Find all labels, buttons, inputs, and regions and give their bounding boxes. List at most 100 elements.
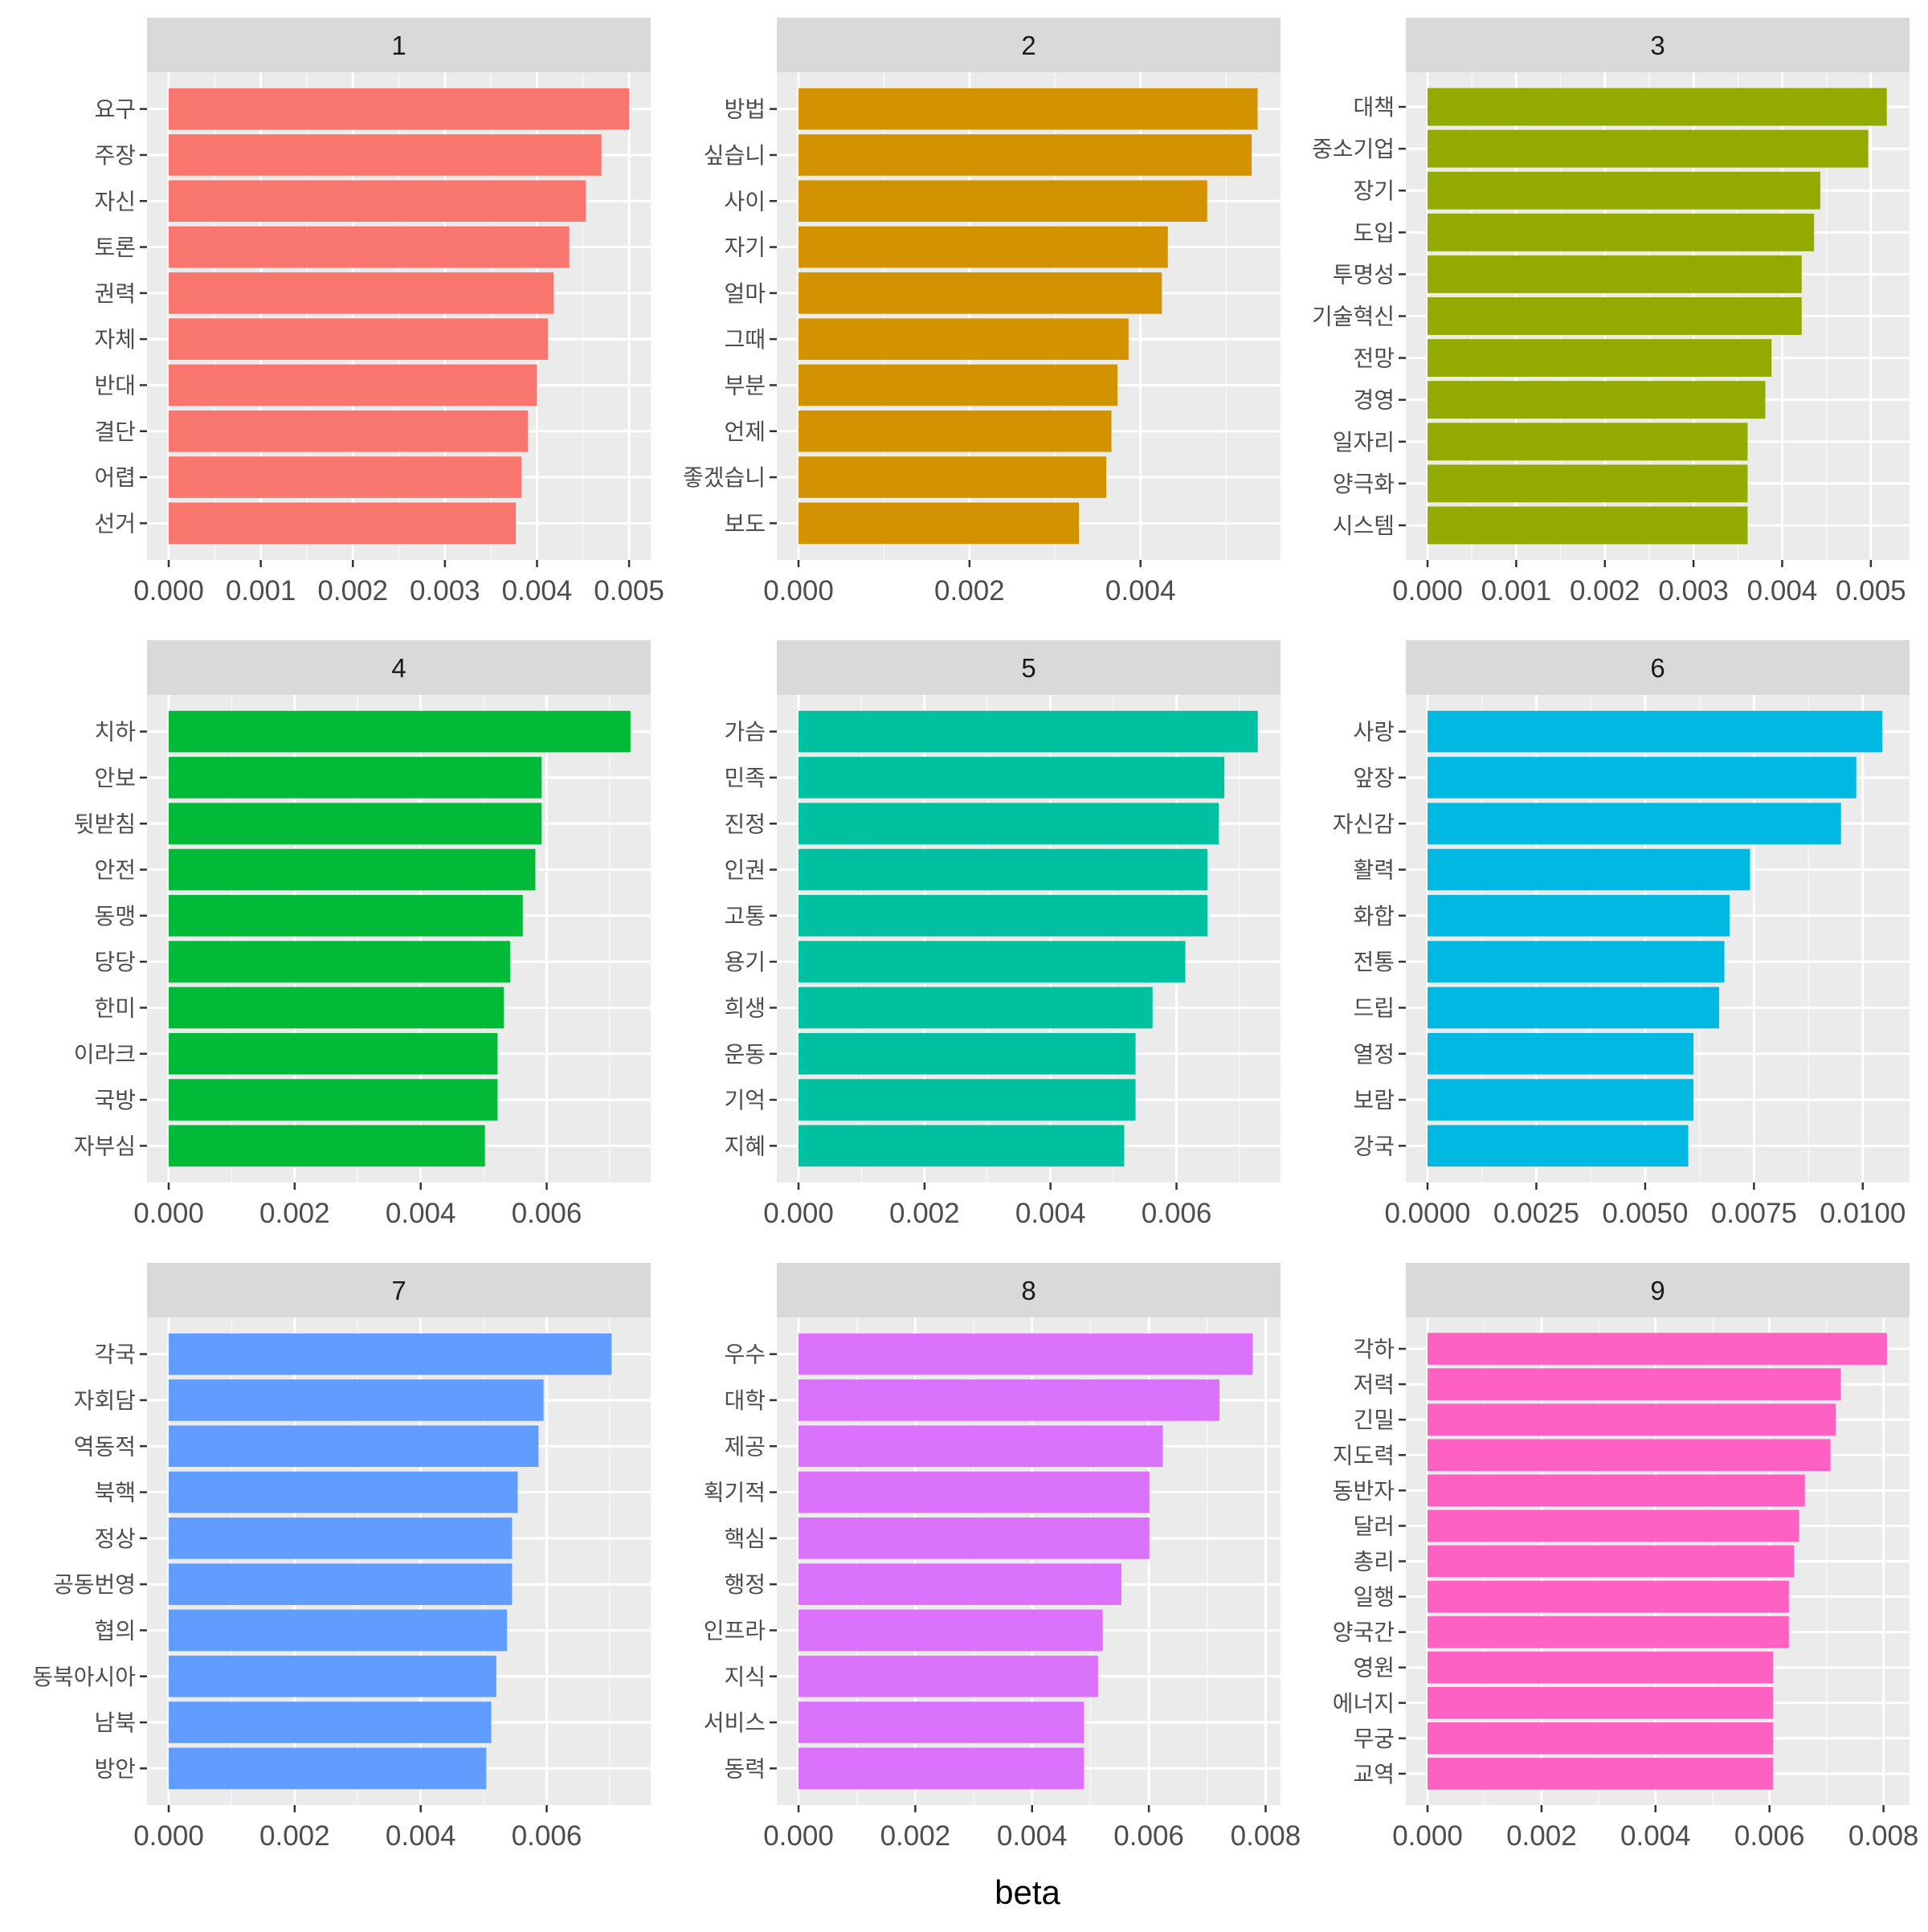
- bar-획기적: [799, 1471, 1150, 1513]
- category-label: 열정: [1353, 1042, 1395, 1067]
- category-label: 시스템: [1333, 513, 1395, 538]
- category-label: 획기적: [704, 1481, 766, 1505]
- category-label: 일자리: [1333, 430, 1395, 455]
- bar-사이: [799, 180, 1207, 223]
- category-label: 싶습니: [704, 143, 766, 168]
- bar-자회담: [169, 1379, 544, 1421]
- x-tick-label: 0.006: [512, 1198, 582, 1229]
- bar-당당: [169, 941, 511, 982]
- x-tick-label: 0.004: [386, 1198, 456, 1229]
- bar-투명성: [1428, 255, 1802, 293]
- bar-싶습니: [799, 134, 1252, 176]
- bar-보람: [1428, 1079, 1694, 1121]
- category-label: 국방: [94, 1088, 136, 1113]
- x-tick-label: 0.0075: [1711, 1198, 1797, 1229]
- category-label: 양국간: [1333, 1620, 1395, 1645]
- category-label: 저력: [1353, 1372, 1395, 1397]
- bar-총리: [1428, 1545, 1795, 1578]
- panel-strip-label: 6: [1650, 653, 1665, 683]
- category-label: 핵심: [724, 1526, 766, 1551]
- x-tick-label: 0.004: [1620, 1820, 1691, 1852]
- bar-동력: [799, 1747, 1084, 1790]
- bar-경영: [1428, 381, 1766, 419]
- bar-사랑: [1428, 710, 1883, 753]
- bar-언제: [799, 410, 1112, 452]
- bar-시스템: [1428, 506, 1748, 545]
- bar-우수: [799, 1333, 1253, 1375]
- x-tick-label: 0.000: [1392, 575, 1463, 607]
- bar-요구: [169, 88, 630, 130]
- category-label: 뒷받침: [74, 811, 136, 836]
- x-tick-label: 0.000: [763, 1820, 834, 1852]
- bar-희생: [799, 986, 1153, 1029]
- x-tick-label: 0.006: [512, 1820, 582, 1852]
- bar-자기: [799, 226, 1168, 268]
- panel-strip: [777, 640, 1281, 695]
- bar-동반자: [1428, 1474, 1805, 1507]
- x-tick-label: 0.002: [259, 1820, 330, 1852]
- x-tick-label: 0.0025: [1493, 1198, 1579, 1229]
- category-label: 역동적: [74, 1434, 136, 1459]
- bar-행정: [799, 1563, 1121, 1605]
- category-label: 화합: [1353, 904, 1395, 929]
- category-label: 좋겠습니: [683, 465, 766, 490]
- panel-strip: [777, 18, 1281, 72]
- category-label: 대학: [724, 1388, 766, 1413]
- bar-기술혁신: [1428, 297, 1802, 335]
- panel-strip-label: 1: [391, 31, 406, 60]
- panel-strip-label: 5: [1021, 653, 1035, 683]
- bar-앞장: [1428, 757, 1857, 799]
- x-tick-label: 0.002: [934, 575, 1005, 607]
- category-label: 인권: [724, 858, 766, 883]
- x-tick-label: 0.0100: [1820, 1198, 1906, 1229]
- category-label: 결단: [94, 419, 136, 444]
- category-label: 보도: [724, 511, 766, 536]
- bar-어렵: [169, 456, 521, 498]
- bar-강국: [1428, 1125, 1689, 1167]
- x-tick-label: 0.001: [1481, 575, 1552, 607]
- category-label: 도입: [1353, 220, 1395, 245]
- category-label: 자부심: [74, 1133, 136, 1158]
- x-tick-label: 0.000: [763, 575, 834, 607]
- bar-국방: [169, 1079, 498, 1121]
- bar-자체: [169, 318, 549, 360]
- bar-협의: [169, 1609, 508, 1652]
- category-label: 자기: [724, 235, 766, 260]
- category-label: 주장: [94, 143, 136, 168]
- category-label: 서비스: [704, 1710, 766, 1735]
- bar-방안: [169, 1747, 487, 1790]
- bar-대책: [1428, 88, 1887, 126]
- panel-strip-label: 4: [391, 653, 406, 683]
- category-label: 안보: [94, 766, 136, 790]
- bar-치하: [169, 710, 631, 753]
- category-label: 동력: [724, 1756, 766, 1781]
- x-tick-label: 0.004: [1747, 575, 1818, 607]
- category-label: 드립: [1353, 995, 1395, 1020]
- category-label: 각하: [1353, 1337, 1395, 1362]
- x-tick-label: 0.002: [1506, 1820, 1577, 1852]
- x-tick-label: 0.003: [1658, 575, 1729, 607]
- category-label: 동반자: [1333, 1478, 1395, 1503]
- bar-서비스: [799, 1701, 1084, 1743]
- x-tick-label: 0.000: [133, 1198, 204, 1229]
- category-label: 일행: [1353, 1585, 1395, 1610]
- category-label: 교역: [1353, 1762, 1395, 1787]
- category-label: 공동번영: [53, 1572, 136, 1597]
- bar-활력: [1428, 848, 1750, 891]
- bar-자부심: [169, 1125, 485, 1167]
- category-label: 요구: [94, 97, 136, 122]
- x-tick-label: 0.001: [226, 575, 296, 607]
- bar-도입: [1428, 213, 1815, 251]
- bar-동북아시아: [169, 1655, 496, 1697]
- category-label: 방안: [94, 1756, 136, 1781]
- category-label: 동맹: [94, 904, 136, 929]
- category-label: 지혜: [724, 1133, 766, 1158]
- bar-안보: [169, 757, 542, 799]
- category-label: 자신: [94, 189, 136, 214]
- bar-열정: [1428, 1032, 1694, 1075]
- category-label: 지식: [724, 1664, 766, 1689]
- category-label: 안전: [94, 858, 136, 883]
- category-label: 사랑: [1353, 720, 1395, 745]
- bar-무궁: [1428, 1722, 1773, 1754]
